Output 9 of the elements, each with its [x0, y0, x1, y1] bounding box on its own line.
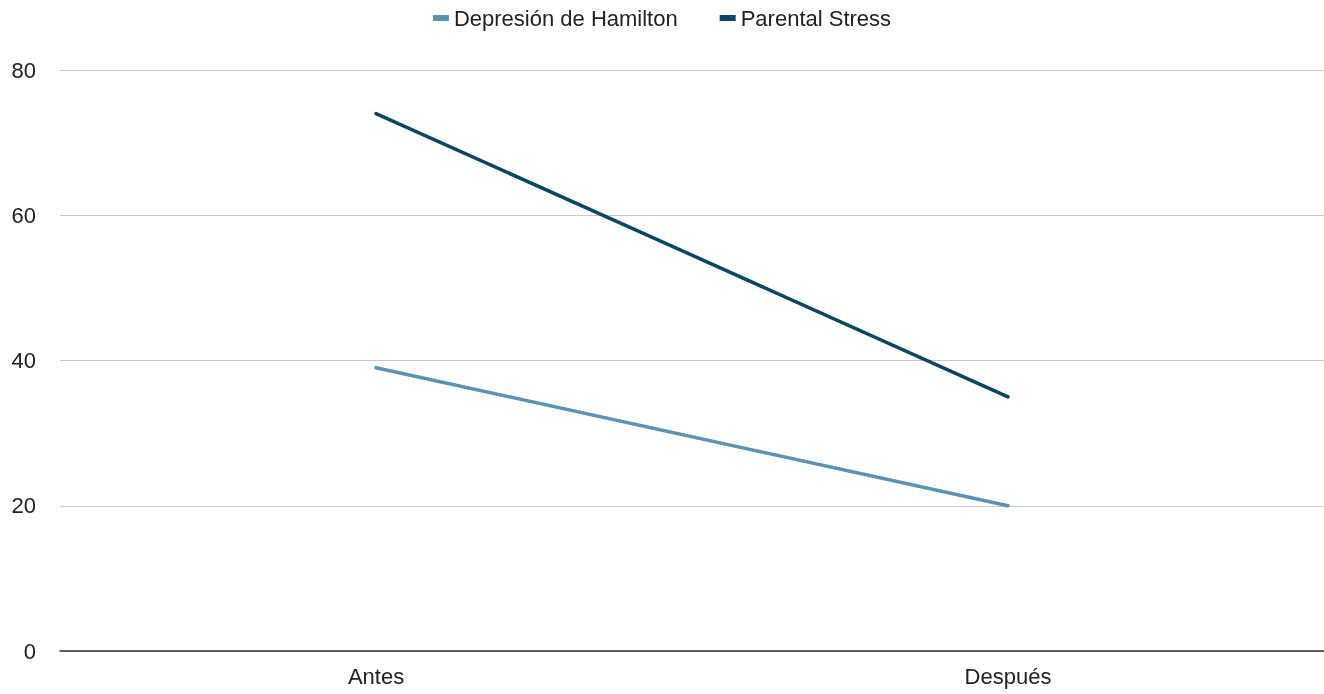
y-tick-label: 80	[11, 57, 36, 83]
y-tick-label: 0	[23, 638, 36, 664]
x-tick-label: Después	[964, 663, 1052, 689]
y-tick-label: 60	[11, 202, 36, 228]
y-tick-label: 20	[11, 493, 36, 519]
y-tick-label: 40	[11, 348, 36, 373]
x-tick-label: Antes	[347, 663, 405, 689]
legend-label: Parental Stress	[740, 5, 892, 31]
legend-label: Depresión de Hamilton	[453, 5, 678, 31]
